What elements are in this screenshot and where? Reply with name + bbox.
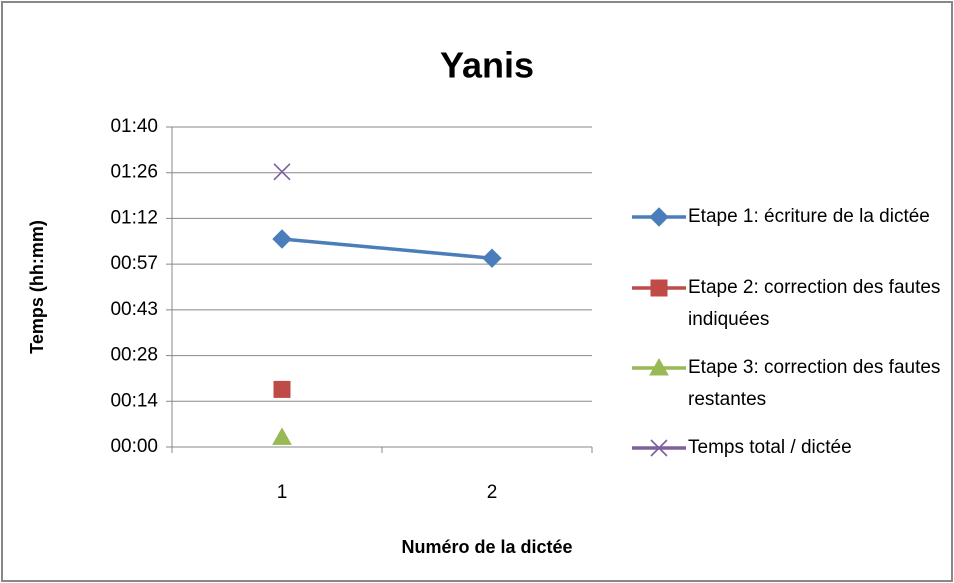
x-tick-label: 1: [277, 482, 288, 503]
legend-label: Temps total / dictée: [688, 437, 852, 458]
y-tick-label: 01:12: [110, 207, 158, 228]
y-tick-label: 00:43: [110, 299, 158, 320]
data-point: [272, 229, 292, 249]
chart-title: Yanis: [440, 45, 534, 86]
legend-marker: [650, 439, 668, 457]
legend-label: Etape 2: correction des fautes indiquées: [688, 277, 941, 330]
series-line: [281, 237, 493, 260]
legend-marker: [649, 357, 669, 376]
y-tick-label: 00:57: [110, 253, 158, 274]
legend-label: Etape 3: correction des fautes restantes: [688, 357, 941, 410]
data-point: [273, 380, 291, 398]
y-tick-label: 00:28: [110, 345, 158, 366]
y-tick-label: 00:14: [110, 390, 158, 411]
y-tick-label: 01:26: [110, 162, 158, 183]
y-axis-label: Temps (hh:mm): [27, 220, 47, 354]
data-point: [272, 427, 292, 445]
data-point: [482, 248, 502, 268]
legend-label: Etape 1: écriture de la dictée: [688, 206, 930, 227]
x-axis-label: Numéro de la dictée: [401, 537, 572, 557]
y-tick-label: 01:40: [110, 116, 158, 137]
legend-marker: [649, 207, 669, 227]
y-tick-label: 00:00: [110, 436, 158, 457]
data-point: [273, 163, 291, 181]
legend-marker: [650, 279, 668, 297]
x-tick-label: 2: [487, 482, 498, 503]
